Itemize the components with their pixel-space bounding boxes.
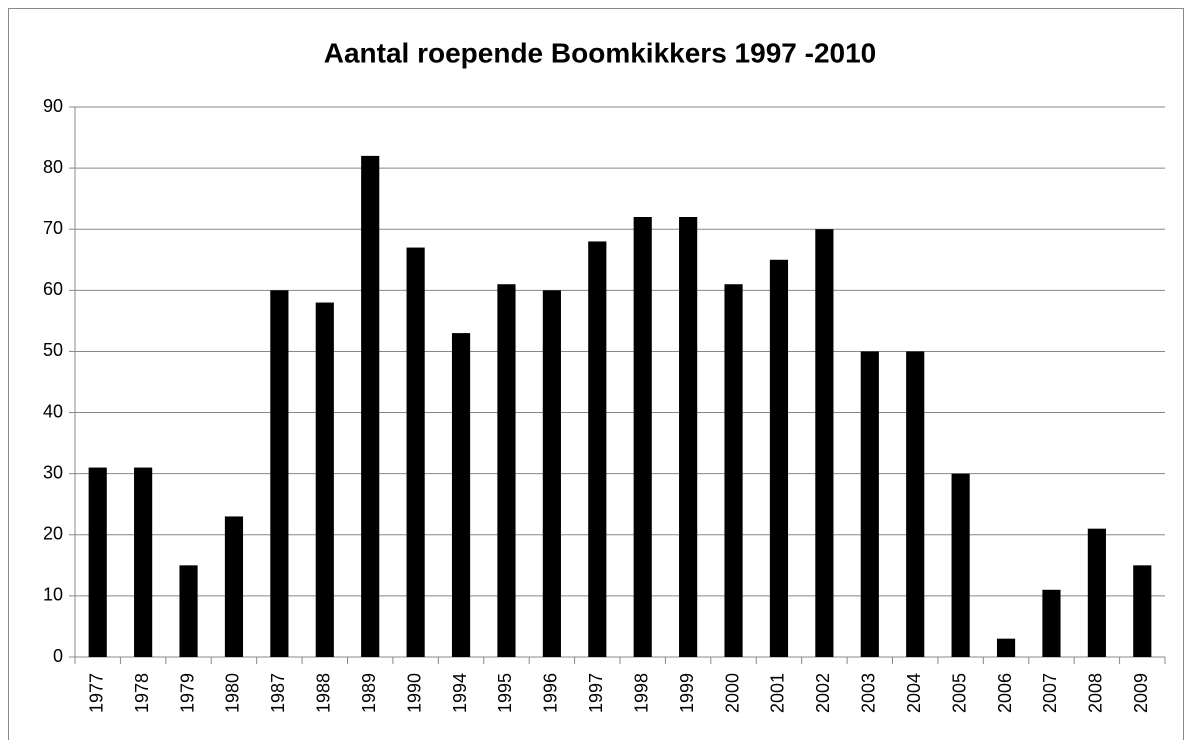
bar bbox=[224, 516, 244, 657]
y-tick-label: 10 bbox=[43, 585, 63, 605]
y-tick-label: 80 bbox=[43, 157, 63, 177]
x-tick-label: 2006 bbox=[995, 673, 1015, 713]
bar bbox=[179, 565, 198, 657]
bar bbox=[497, 284, 516, 657]
x-tick-label: 1994 bbox=[450, 673, 470, 713]
bar bbox=[542, 290, 561, 657]
x-tick-label: 2005 bbox=[949, 673, 969, 713]
y-tick-label: 0 bbox=[53, 646, 63, 666]
x-tick-label: 2002 bbox=[813, 673, 833, 713]
chart-title: Aantal roepende Boomkikkers 1997 -2010 bbox=[324, 37, 876, 68]
bar bbox=[860, 351, 879, 657]
x-tick-label: 2007 bbox=[1040, 673, 1060, 713]
bar bbox=[361, 155, 380, 657]
bar bbox=[724, 284, 743, 657]
bar bbox=[679, 217, 698, 657]
x-tick-label: 1990 bbox=[404, 673, 424, 713]
y-tick-label: 30 bbox=[43, 462, 63, 482]
bar bbox=[1087, 528, 1106, 657]
y-tick-label: 60 bbox=[43, 279, 63, 299]
bar bbox=[588, 241, 607, 657]
y-tick-label: 40 bbox=[43, 401, 63, 421]
x-tick-label: 2001 bbox=[768, 673, 788, 713]
bar bbox=[1133, 565, 1152, 657]
x-tick-label: 1995 bbox=[495, 673, 515, 713]
x-tick-label: 1979 bbox=[177, 673, 197, 713]
bar bbox=[406, 247, 425, 658]
bar bbox=[633, 217, 652, 657]
x-tick-label: 2009 bbox=[1131, 673, 1151, 713]
x-tick-label: 1997 bbox=[586, 673, 606, 713]
y-tick-label: 50 bbox=[43, 340, 63, 360]
y-tick-label: 70 bbox=[43, 218, 63, 238]
x-tick-label: 2000 bbox=[722, 673, 742, 713]
bar bbox=[315, 302, 334, 657]
x-tick-label: 1999 bbox=[677, 673, 697, 713]
bar bbox=[451, 333, 471, 657]
x-tick-label: 1980 bbox=[223, 673, 243, 713]
bar bbox=[996, 638, 1016, 657]
x-tick-label: 2003 bbox=[859, 673, 879, 713]
x-tick-label: 1978 bbox=[132, 673, 152, 713]
bar bbox=[88, 467, 107, 657]
y-tick-label: 20 bbox=[43, 524, 63, 544]
bar bbox=[769, 259, 789, 657]
bar bbox=[134, 467, 153, 657]
x-tick-label: 2008 bbox=[1086, 673, 1106, 713]
y-tick-label: 90 bbox=[43, 96, 63, 116]
bar bbox=[1042, 589, 1061, 657]
x-tick-label: 1988 bbox=[314, 673, 334, 713]
x-tick-label: 1998 bbox=[631, 673, 651, 713]
x-tick-label: 1989 bbox=[359, 673, 379, 713]
bar bbox=[906, 351, 925, 657]
bar bbox=[815, 229, 834, 657]
x-tick-label: 1987 bbox=[268, 673, 288, 713]
x-tick-label: 1977 bbox=[86, 673, 106, 713]
x-tick-label: 2004 bbox=[904, 673, 924, 713]
bar bbox=[270, 290, 289, 657]
bar bbox=[951, 473, 970, 657]
x-tick-label: 1996 bbox=[541, 673, 561, 713]
